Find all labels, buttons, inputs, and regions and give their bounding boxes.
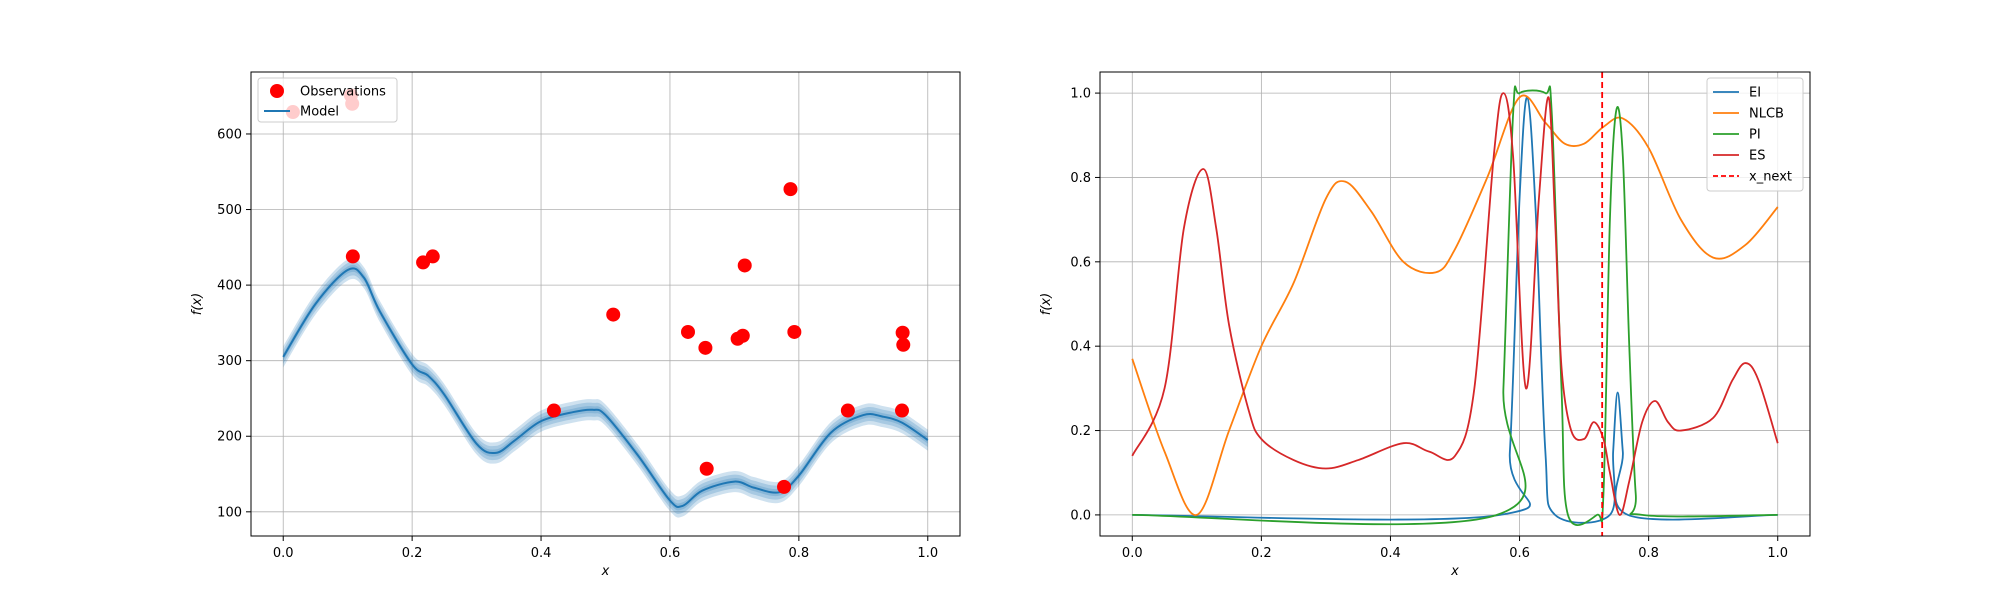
y-tick-label: 200: [217, 430, 242, 445]
series-line-nlcb: [1131, 94, 1779, 516]
observation-point: [737, 258, 752, 273]
right-chart-panel: 0.0 0.2 0.4 0.6 0.8 1.0 0.0 0.2 0.4 0.6 0.8 1.0 x f…: [1039, 71, 1811, 579]
observation-point: [895, 325, 910, 340]
observation-point: [698, 340, 713, 355]
x-tick-label: 0.8: [1638, 546, 1659, 561]
left-chart-legend: Observations Model: [257, 77, 398, 123]
axes-frame: [1099, 71, 1811, 537]
observation-point: [735, 328, 750, 343]
x-tick-label: 1.0: [1767, 546, 1788, 561]
left-chart-panel: 0.0 0.2 0.4 0.6 0.8 1.0 100 200 300 400 500 600 x f…: [190, 71, 961, 579]
x-tick-label: 0.0: [273, 546, 294, 561]
y-tick-label: 400: [217, 279, 242, 294]
observation-point: [896, 337, 911, 352]
legend-observations-marker: [270, 84, 284, 98]
y-tick-label: 300: [217, 354, 242, 369]
left-chart-grid: [251, 72, 960, 536]
axes-frame: [250, 71, 961, 537]
observation-point: [894, 403, 909, 418]
observation-point: [606, 307, 621, 322]
left-chart-frame: [250, 71, 961, 537]
observation-point: [345, 249, 360, 264]
x-tick-label: 0.0: [1122, 546, 1143, 561]
left-x-axis-label: x: [601, 564, 610, 579]
model-series: [282, 267, 929, 509]
legend-observations-label: Observations: [300, 85, 386, 100]
observation-point: [699, 461, 714, 476]
legend-box: [1706, 77, 1804, 192]
y-tick-label: 0.0: [1070, 508, 1091, 523]
observation-point: [681, 324, 696, 339]
legend-nlcb-label: NLCB: [1749, 107, 1784, 122]
right-chart-legend: EI NLCB PI ES x_next: [1706, 77, 1804, 192]
y-tick-label: 0.8: [1070, 171, 1091, 186]
x-tick-label: 0.6: [1509, 546, 1530, 561]
y-tick-label: 0.4: [1070, 340, 1091, 355]
observation-point: [425, 249, 440, 264]
x-tick-label: 0.6: [660, 546, 681, 561]
left-y-axis-label: f(x): [190, 293, 205, 315]
observation-point: [546, 403, 561, 418]
observation-point: [783, 182, 798, 197]
acquisition-series: [1131, 85, 1779, 526]
legend-pi-label: PI: [1749, 128, 1761, 143]
x-tick-label: 0.4: [531, 546, 552, 561]
y-tick-label: 100: [217, 505, 242, 520]
right-y-axis-label: f(x): [1039, 293, 1054, 315]
observation-point: [840, 403, 855, 418]
series-line-pi: [1132, 85, 1778, 526]
legend-model-label: Model: [300, 105, 339, 120]
x-tick-label: 0.2: [1251, 546, 1272, 561]
legend-ei-label: EI: [1749, 86, 1761, 101]
series-line-es: [1131, 92, 1779, 516]
legend-es-label: ES: [1749, 149, 1765, 164]
x-tick-label: 0.2: [402, 546, 423, 561]
y-tick-label: 1.0: [1070, 87, 1091, 102]
legend-x-next-label: x_next: [1749, 170, 1792, 185]
right-x-axis-label: x: [1450, 564, 1459, 579]
y-tick-label: 500: [217, 203, 242, 218]
x-tick-label: 1.0: [917, 546, 938, 561]
y-tick-label: 0.2: [1070, 424, 1091, 439]
right-chart-frame: [1099, 71, 1811, 537]
right-chart-ticks: 0.0 0.2 0.4 0.6 0.8 1.0 0.0 0.2 0.4 0.6 0.8 1.0: [1070, 87, 1788, 561]
x-tick-label: 0.8: [789, 546, 810, 561]
observation-point: [787, 324, 802, 339]
model-line: [282, 267, 929, 509]
series-line-ei: [1132, 96, 1778, 524]
y-tick-label: 0.6: [1070, 255, 1091, 270]
x-tick-label: 0.4: [1380, 546, 1401, 561]
legend-box: [257, 77, 398, 123]
observation-point: [777, 479, 792, 494]
y-tick-label: 600: [217, 127, 242, 142]
left-chart-ticks: 0.0 0.2 0.4 0.6 0.8 1.0 100 200 300 400 500 600: [217, 127, 938, 561]
